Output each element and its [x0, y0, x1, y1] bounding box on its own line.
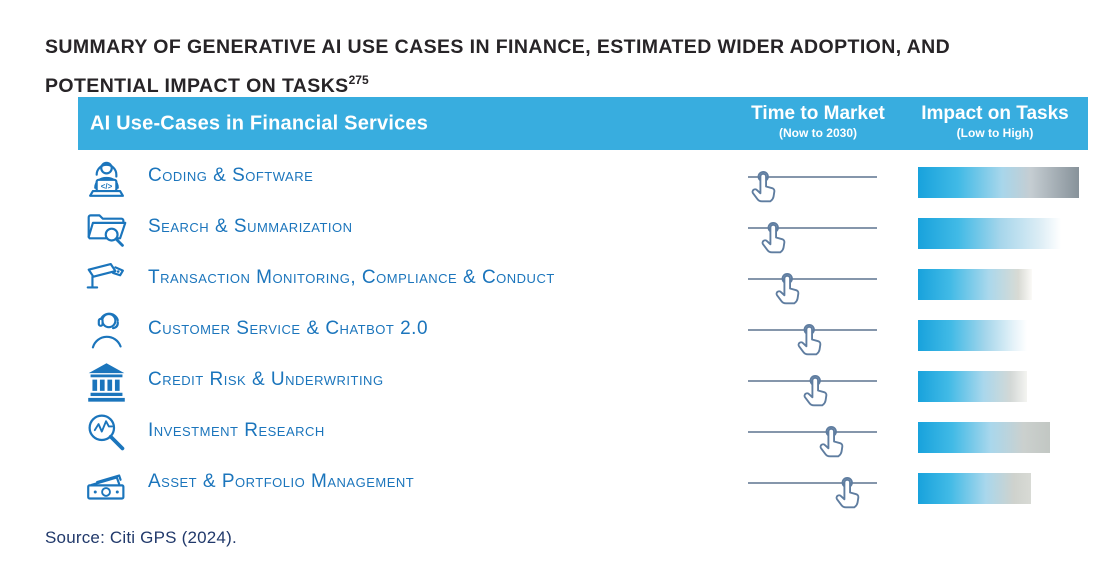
- time-to-market-sublabel: (Now to 2030): [778, 126, 857, 140]
- time-to-market-slider: [748, 253, 877, 305]
- use-case-label: Search & Summarization: [148, 216, 353, 238]
- impact-gradient-bar: [918, 422, 1050, 453]
- impact-on-tasks-sublabel: (Low to High): [956, 126, 1034, 140]
- tap-hand-icon: [750, 170, 784, 203]
- impact-gradient-bar: [918, 320, 1027, 351]
- tap-hand-icon: [774, 272, 808, 305]
- use-case-rows: </> Coding & Software Search & Summariza…: [78, 151, 1088, 509]
- title-line-1: SUMMARY OF GENERATIVE AI USE CASES IN FI…: [45, 36, 951, 59]
- impact-gradient-bar: [918, 167, 1079, 198]
- slider-track-line: [748, 176, 877, 178]
- impact-on-tasks-label: Impact on Tasks: [921, 103, 1069, 124]
- tap-hand-icon: [760, 221, 794, 254]
- cctv-camera-icon: [84, 257, 129, 302]
- table-header: AI Use-Cases in Financial Services Time …: [78, 97, 1088, 150]
- coder-laptop-icon: </>: [84, 155, 129, 200]
- use-case-label: Investment Research: [148, 420, 325, 442]
- column-header-impact-on-tasks: Impact on Tasks (Low to High): [906, 102, 1084, 140]
- time-to-market-label: Time to Market: [751, 103, 885, 124]
- tap-hand-icon: [796, 323, 830, 356]
- impact-gradient-bar: [918, 218, 1061, 249]
- banknotes-icon: [84, 461, 129, 506]
- column-header-time-to-market: Time to Market (Now to 2030): [728, 102, 908, 140]
- magnifier-chart-icon: [84, 410, 129, 455]
- use-case-label: Asset & Portfolio Management: [148, 471, 415, 493]
- use-case-label: Transaction Monitoring, Compliance & Con…: [148, 267, 555, 289]
- impact-gradient-bar: [918, 269, 1032, 300]
- use-case-row: </> Coding & Software: [78, 151, 1088, 203]
- use-case-row: Transaction Monitoring, Compliance & Con…: [78, 253, 1088, 305]
- use-case-label: Customer Service & Chatbot 2.0: [148, 318, 429, 340]
- impact-gradient-bar: [918, 473, 1031, 504]
- impact-gradient-bar: [918, 371, 1027, 402]
- footnote-marker: 275: [348, 73, 369, 88]
- slider-track-line: [748, 482, 877, 484]
- use-case-row: Customer Service & Chatbot 2.0: [78, 304, 1088, 356]
- title-line-2: POTENTIAL IMPACT ON TASKS: [45, 74, 349, 97]
- slider-track-line: [748, 227, 877, 229]
- time-to-market-slider: [748, 304, 877, 356]
- time-to-market-slider: [748, 151, 877, 203]
- column-header-use-cases: AI Use-Cases in Financial Services: [90, 112, 429, 134]
- headset-agent-icon: [84, 308, 129, 353]
- use-case-row: Asset & Portfolio Management: [78, 457, 1088, 509]
- time-to-market-slider: [748, 406, 877, 458]
- figure-title: SUMMARY OF GENERATIVE AI USE CASES IN FI…: [45, 31, 1085, 103]
- slider-track-line: [748, 278, 877, 280]
- use-case-row: Investment Research: [78, 406, 1088, 458]
- time-to-market-slider: [748, 355, 877, 407]
- slider-track-line: [748, 431, 877, 433]
- time-to-market-slider: [748, 202, 877, 254]
- source-note: Source: Citi GPS (2024).: [45, 528, 237, 547]
- folder-search-icon: [84, 206, 129, 251]
- use-case-label: Credit Risk & Underwriting: [148, 369, 384, 391]
- tap-hand-icon: [802, 374, 836, 407]
- use-case-row: Search & Summarization: [78, 202, 1088, 254]
- use-case-row: Credit Risk & Underwriting: [78, 355, 1088, 407]
- svg-text:</>: </>: [101, 182, 113, 191]
- use-case-label: Coding & Software: [148, 165, 314, 187]
- time-to-market-slider: [748, 457, 877, 509]
- tap-hand-icon: [818, 425, 852, 458]
- bank-icon: [84, 359, 129, 404]
- tap-hand-icon: [834, 476, 868, 509]
